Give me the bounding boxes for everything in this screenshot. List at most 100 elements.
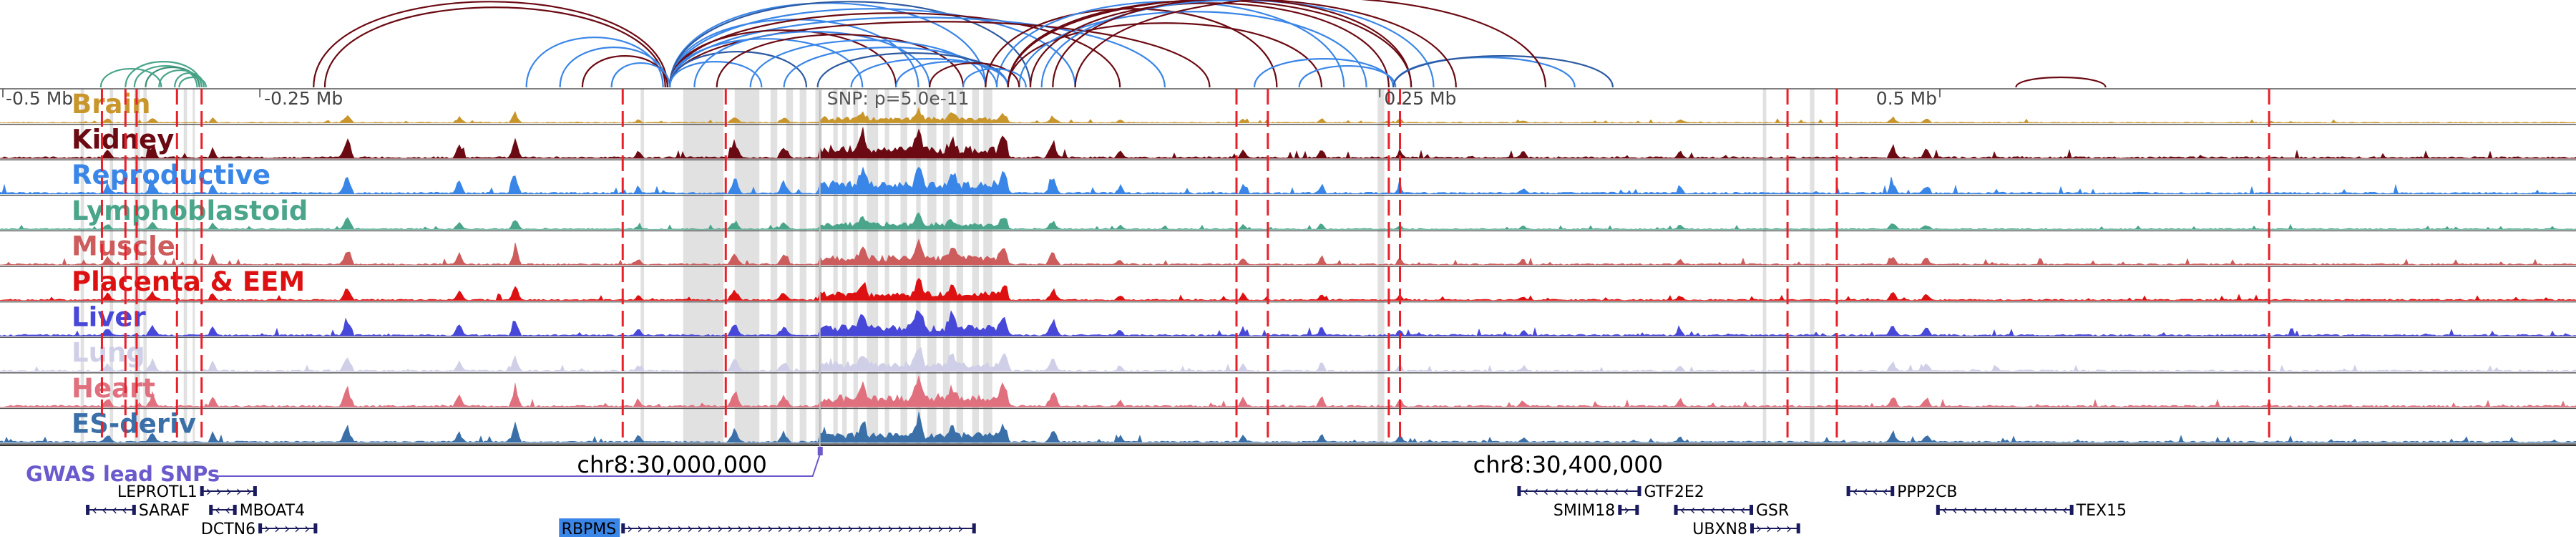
track-placenta-eem: Placenta & EEM (0, 266, 2576, 301)
strand-arrow: ‹ (1730, 501, 1736, 518)
loop-arc-42 (1298, 65, 1397, 88)
gene-exon (1796, 523, 1800, 533)
strand-arrow: ‹ (1533, 483, 1538, 500)
gene-exon (200, 486, 204, 496)
gene-label: SARAF (139, 502, 190, 520)
loop-arc-34 (1018, 11, 1367, 88)
strand-arrow: › (627, 520, 633, 537)
loop-arc-23 (668, 61, 763, 88)
strand-arrow: ‹ (1613, 483, 1619, 500)
strand-arrow: › (847, 520, 853, 537)
loop-arc-6 (178, 77, 208, 88)
track-label: Lymphoblastoid (72, 195, 308, 226)
track-signal (0, 411, 2576, 443)
tick-label-2: 0.25 Mb (1384, 88, 1456, 109)
track-signal (0, 347, 2576, 372)
strand-arrow: ‹ (112, 501, 117, 518)
track-es-deriv: ES-deriv (0, 407, 2576, 443)
strand-arrow: › (1766, 520, 1772, 537)
loop-arc-5 (99, 68, 162, 88)
loop-arc-45 (1007, 0, 1457, 88)
loop-arc-44 (1392, 55, 1614, 88)
strand-arrow: ‹ (1603, 483, 1609, 500)
gene-exon (1635, 505, 1639, 515)
track-signal (0, 212, 2576, 230)
strand-arrow: › (947, 520, 953, 537)
loop-arc-17 (668, 12, 1121, 88)
strand-arrow: ‹ (1700, 501, 1706, 518)
loop-arc-8 (323, 6, 666, 88)
gene-exon (209, 505, 213, 515)
gene-exon (1846, 486, 1850, 496)
strand-arrow: › (807, 520, 813, 537)
strand-arrow: ‹ (1962, 501, 1968, 518)
track-label: Heart (72, 373, 155, 404)
snp-pvalue-label: SNP: p=5.0e-11 (827, 88, 970, 109)
strand-arrow: ‹ (215, 501, 220, 518)
strand-arrow: ‹ (1972, 501, 1978, 518)
strand-arrow: ‹ (102, 501, 107, 518)
track-kidney: Kidney (0, 123, 2576, 159)
strand-arrow: › (687, 520, 693, 537)
track-label: Brain (72, 89, 150, 120)
strand-arrow: › (697, 520, 703, 537)
gene-tex15: ‹ ‹ ‹ ‹ ‹ ‹ ‹ ‹ ‹ ‹ ‹ ‹ ‹ TEX15 (1936, 501, 2127, 520)
gwas-leader-line (215, 454, 821, 477)
loop-arc-11 (581, 55, 668, 88)
strand-arrow: › (206, 483, 212, 500)
strand-arrow: › (294, 520, 300, 537)
loop-arc-26 (749, 39, 987, 88)
track-label: Lung (72, 337, 145, 368)
track-signal (0, 166, 2576, 195)
strand-arrow: › (667, 520, 673, 537)
strand-arrow: › (817, 520, 823, 537)
strand-arrow: › (1786, 520, 1792, 537)
strand-arrow: ‹ (1720, 501, 1726, 518)
strand-arrow: ‹ (1583, 483, 1589, 500)
loop-arc-15 (668, 1, 1032, 88)
loop-arc-19 (668, 21, 1211, 88)
strand-arrow: › (767, 520, 773, 537)
strand-arrow: › (917, 520, 923, 537)
track-label: Liver (72, 302, 146, 333)
loop-arc-1 (133, 65, 198, 88)
strand-arrow: ‹ (1523, 483, 1528, 500)
loop-arc-33 (1007, 22, 1323, 88)
track-liver: Liver (0, 301, 2576, 337)
strand-arrow: › (1776, 520, 1782, 537)
gene-exon (972, 523, 976, 533)
gene-exon (1890, 486, 1895, 496)
strand-arrow: › (727, 520, 733, 537)
loop-arc-7 (313, 1, 668, 88)
strand-arrow: ‹ (1563, 483, 1568, 500)
loop-arc-20 (668, 29, 897, 88)
gene-annotations: › › › › ›LEPROTL1‹ ‹ ‹ ‹ SARAF ‹ ‹ MBOAT4› › › › ›DCTN6… (86, 483, 2127, 537)
strand-arrow: ‹ (1942, 501, 1948, 518)
gene-label: RBPMS (562, 521, 617, 537)
gene-exon (253, 486, 257, 496)
track-label: Muscle (72, 231, 175, 261)
strand-arrow: › (1624, 501, 1629, 518)
loop-arc-36 (1040, 0, 1435, 88)
gene-exon (1637, 486, 1641, 496)
loop-arc-32 (1007, 0, 1413, 88)
gene-mboat4: ‹ ‹ MBOAT4 (209, 501, 305, 520)
strand-arrow: › (284, 520, 290, 537)
loop-arc-38 (895, 60, 1009, 88)
loop-arc-12 (610, 62, 671, 88)
track-reproductive: Reproductive (0, 159, 2576, 195)
track-signal (0, 278, 2576, 301)
loop-arc-47 (2015, 77, 2107, 88)
gene-highlight-box (559, 518, 620, 537)
gene-ubxn8: › › › ›UBXN8 (1692, 520, 1800, 537)
strand-arrow: ‹ (1680, 501, 1686, 518)
gwas-snp-marker (817, 447, 823, 455)
coord-label-0: chr8:30,000,000 (577, 451, 766, 478)
strand-arrow: › (717, 520, 723, 537)
loop-arc-14 (668, 2, 987, 88)
gene-label: UBXN8 (1692, 521, 1747, 537)
strand-arrow: ‹ (92, 501, 97, 518)
track-signal (0, 127, 2576, 159)
strand-arrow: ‹ (1543, 483, 1548, 500)
